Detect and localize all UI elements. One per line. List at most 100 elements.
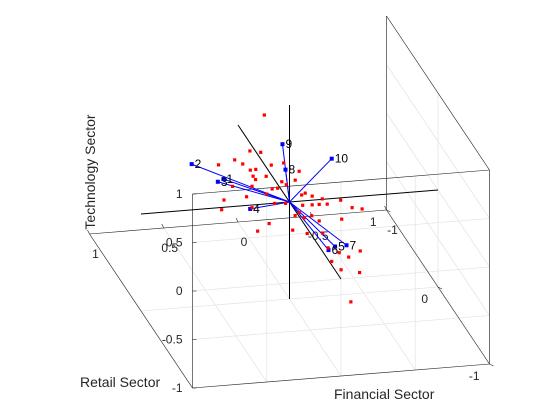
score-point <box>280 180 284 184</box>
loading-vector-2 <box>191 163 290 203</box>
score-point <box>248 149 252 153</box>
loading-vector-3 <box>217 181 290 203</box>
y-tick-label: -1 <box>469 369 480 383</box>
tick-labels: -1 -0.5 0 0.5 1 -1 0 1 -1 -0.5 0 0.5 1 <box>87 187 494 395</box>
vector-label-5: 5 <box>338 240 345 254</box>
x-tick-label: 0 <box>241 235 248 249</box>
vector-label-1: 1 <box>226 172 233 186</box>
loading-vector-9 <box>281 144 290 203</box>
x-tick-label: -1 <box>387 223 398 237</box>
score-point <box>305 231 309 236</box>
score-point <box>284 201 288 205</box>
y-tick-label: 1 <box>370 215 377 229</box>
score-point <box>330 259 334 264</box>
loading-vector-tip-5 <box>333 244 338 249</box>
x-tick-label: 1 <box>92 247 99 261</box>
score-point <box>251 174 255 178</box>
score-point <box>325 202 329 206</box>
loading-vector-tip-7 <box>344 243 349 248</box>
x-tick-label: 0.5 <box>161 241 178 255</box>
score-point <box>303 191 307 195</box>
vector-label-6: 6 <box>332 243 339 257</box>
score-point <box>293 178 297 182</box>
y-tick-mark <box>489 363 494 367</box>
z-axis-label: Technology Sector <box>82 114 98 230</box>
loading-vector-7 <box>289 201 347 246</box>
box-edge <box>89 233 193 389</box>
loading-vector-6 <box>289 201 329 251</box>
score-point <box>337 251 341 255</box>
x-axis-label: Financial Sector <box>334 386 435 402</box>
score-point <box>250 184 254 188</box>
grid-line-side-z <box>386 64 490 219</box>
score-point <box>254 167 258 171</box>
loading-vector-tip-4 <box>248 206 253 211</box>
box-edge <box>192 169 490 195</box>
x-tick-mark <box>161 223 165 229</box>
vector-label-10: 10 <box>335 152 349 166</box>
score-point <box>220 208 224 212</box>
loading-vector-tip-1 <box>221 177 226 182</box>
vector-label-8: 8 <box>289 163 296 177</box>
score-point <box>321 231 325 235</box>
score-point <box>248 168 252 172</box>
score-point <box>282 161 286 165</box>
score-point <box>276 186 280 190</box>
vector-label-7: 7 <box>350 238 357 252</box>
loading-vector-tip-6 <box>326 248 331 253</box>
z-tick-label: 0 <box>176 284 183 298</box>
y-tick-mark <box>437 286 443 290</box>
z-tick-label: -1 <box>172 381 183 395</box>
z-tick-label: 0.5 <box>166 236 183 250</box>
score-point <box>317 202 321 207</box>
y-tick-mark <box>386 209 391 213</box>
score-point <box>270 187 274 191</box>
vector-label-2: 2 <box>195 157 202 171</box>
score-point <box>310 203 314 207</box>
loading-vector-4 <box>250 201 290 210</box>
loading-vector-tip-3 <box>215 179 220 184</box>
loading-vector-tip-9 <box>280 142 285 147</box>
score-point <box>256 229 260 233</box>
score-point <box>241 162 245 166</box>
score-point <box>347 255 351 259</box>
score-point <box>273 201 277 206</box>
score-point <box>350 206 354 210</box>
score-point <box>317 219 321 223</box>
score-point <box>349 300 353 304</box>
score-point <box>320 197 324 201</box>
score-point <box>216 163 221 167</box>
score-point <box>297 210 301 215</box>
score-point <box>233 158 237 162</box>
score-point <box>244 195 249 199</box>
score-point <box>264 174 268 178</box>
vector-label-9: 9 <box>285 137 292 151</box>
score-point <box>302 216 306 220</box>
grid-line-back-z <box>192 315 490 340</box>
loading-vector-10 <box>289 158 333 203</box>
grid-line-side-z <box>386 161 490 316</box>
score-point <box>267 222 271 226</box>
loading-vector-tip-2 <box>189 162 194 167</box>
x-tick-mark <box>87 229 90 235</box>
score-point <box>259 150 263 154</box>
score-points <box>216 113 364 304</box>
score-point <box>310 214 314 218</box>
loading-vector-5 <box>289 201 336 247</box>
score-point <box>310 194 314 198</box>
score-point <box>230 184 235 188</box>
score-point <box>293 213 297 218</box>
score-point <box>300 193 304 197</box>
score-point <box>269 163 273 167</box>
score-point <box>250 206 254 210</box>
vector-labels: 1 2 3 4 56 7 8 9 10 <box>195 137 357 257</box>
vector-label-4: 4 <box>253 202 260 216</box>
score-point <box>339 268 343 272</box>
x-tick-mark <box>384 205 387 211</box>
box-edge <box>192 363 490 389</box>
score-point <box>253 177 258 182</box>
score-point <box>262 113 266 117</box>
x-tick-mark <box>235 217 239 223</box>
score-point <box>297 169 301 173</box>
